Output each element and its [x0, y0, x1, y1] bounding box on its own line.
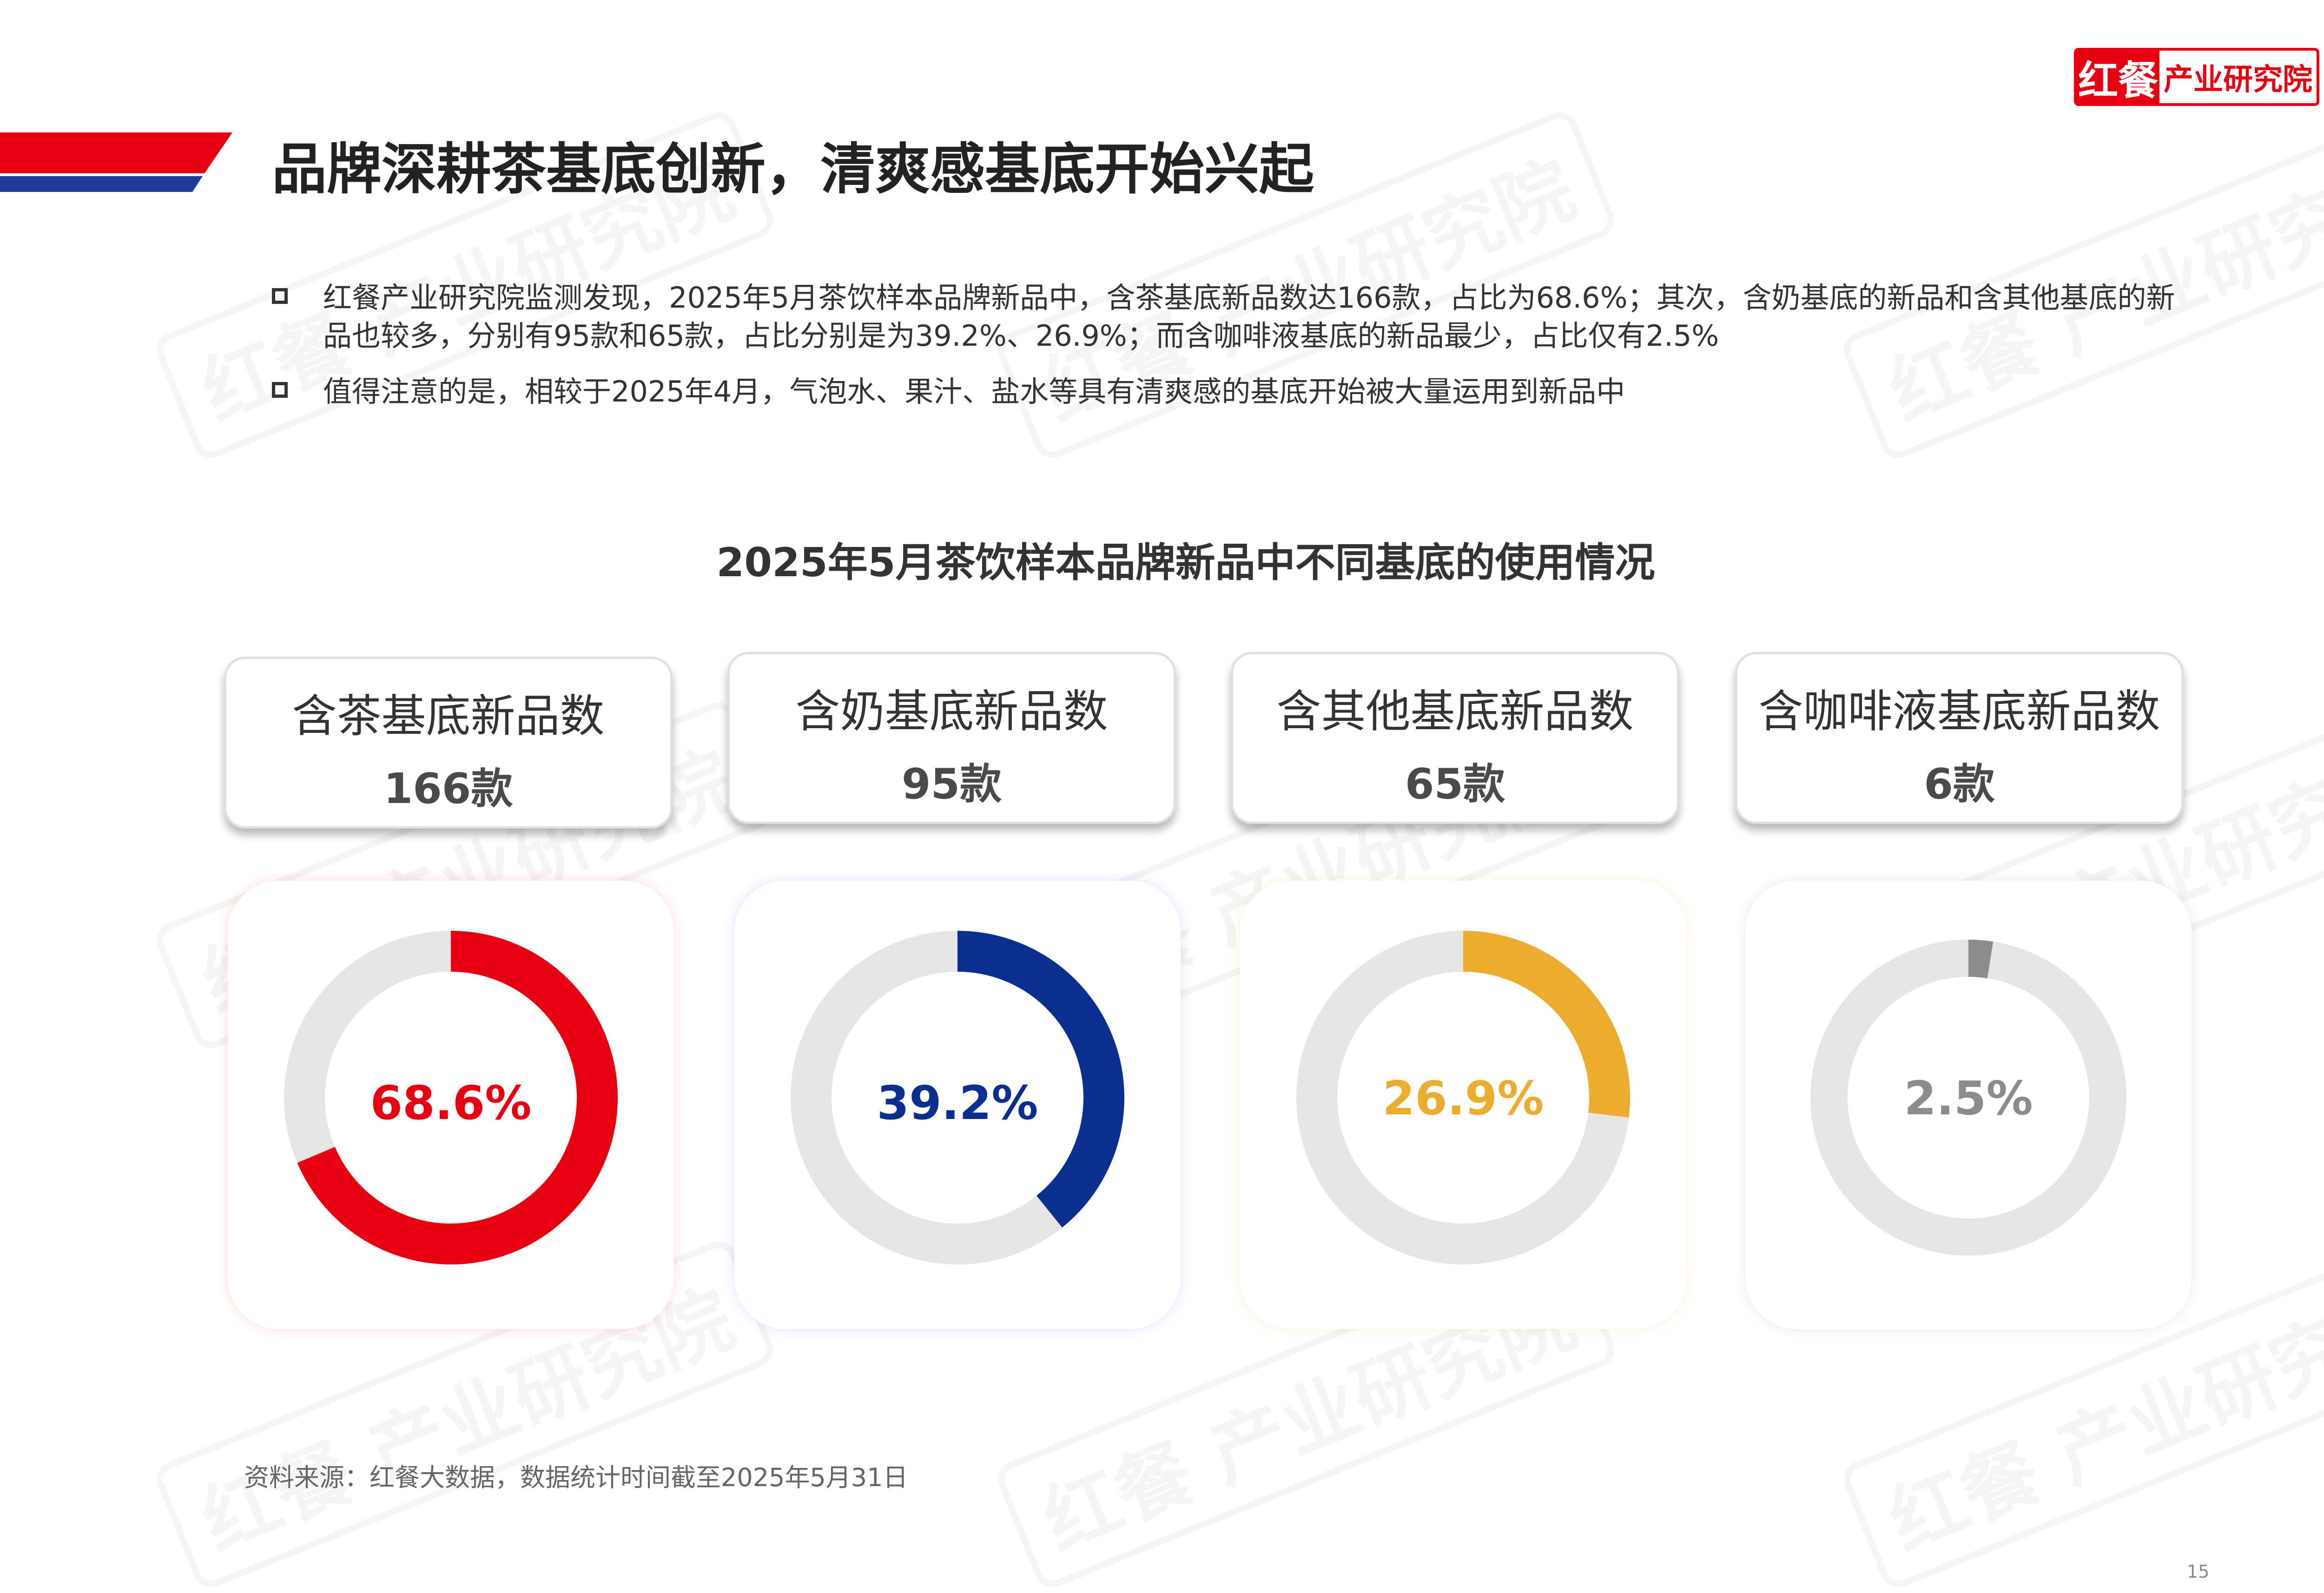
logo-text: 产业研究院	[2164, 62, 2312, 97]
stat-value: 95款	[901, 760, 1002, 809]
bullet-item: 值得注意的是，相较于2025年4月，气泡水、果汁、盐水等具有清爽感的基底开始被大…	[272, 373, 2178, 411]
page-number: 15	[2187, 1561, 2210, 1582]
stat-card-coffee: 含咖啡液基底新品数 6款	[1735, 652, 2184, 824]
square-bullet-icon	[272, 382, 288, 398]
chart-title: 2025年5月茶饮样本品牌新品中不同基底的使用情况	[716, 540, 1655, 586]
donut-card-coffee: 2.5%	[1745, 881, 2192, 1329]
bullet-text: 值得注意的是，相较于2025年4月，气泡水、果汁、盐水等具有清爽感的基底开始被大…	[323, 375, 1625, 408]
donut-percent-label: 68.6%	[370, 1076, 532, 1130]
source-note: 资料来源：红餐大数据，数据统计时间截至2025年5月31日	[244, 1463, 908, 1492]
donut-card-milk: 39.2%	[734, 881, 1181, 1329]
header-stripe	[0, 132, 232, 192]
brand-logo: 红餐 产业研究院	[2074, 48, 2319, 106]
donut-arc-other	[1296, 931, 1630, 1264]
donut-card-other: 26.9%	[1240, 881, 1686, 1329]
stat-label: 含奶基底新品数	[795, 685, 1108, 737]
stat-label: 含咖啡液基底新品数	[1758, 685, 2160, 737]
stat-card-tea: 含茶基底新品数 166款	[224, 657, 673, 829]
donut-arc-coffee	[1810, 940, 2126, 1256]
stat-label: 含其他基底新品数	[1276, 685, 1634, 737]
page-title: 品牌深耕茶基底创新，清爽感基底开始兴起	[272, 137, 1314, 201]
donut-arc-milk	[791, 931, 1124, 1264]
donut-percent-label: 26.9%	[1382, 1071, 1544, 1126]
donut-chart	[1810, 940, 2126, 1256]
square-bullet-icon	[272, 288, 288, 304]
stat-label: 含茶基底新品数	[292, 690, 605, 742]
stat-value: 166款	[383, 764, 513, 813]
stat-value: 6款	[1924, 760, 1995, 809]
stat-card-milk: 含奶基底新品数 95款	[727, 652, 1176, 824]
donut-percent-label: 39.2%	[877, 1076, 1038, 1130]
donut-chart	[284, 931, 618, 1264]
stat-card-other: 含其他基底新品数 65款	[1231, 652, 1679, 824]
donut-chart	[1296, 931, 1630, 1264]
donut-arc-tea	[284, 931, 618, 1264]
stat-value: 65款	[1405, 760, 1505, 809]
bullet-item: 红餐产业研究院监测发现，2025年5月茶饮样本品牌新品中，含茶基底新品数达166…	[272, 279, 2178, 355]
donut-card-tea: 68.6%	[228, 881, 674, 1329]
bullet-list: 红餐产业研究院监测发现，2025年5月茶饮样本品牌新品中，含茶基底新品数达166…	[272, 279, 2178, 428]
logo-mark: 红餐	[2077, 51, 2159, 103]
donut-chart	[791, 931, 1124, 1264]
donut-percent-label: 2.5%	[1904, 1071, 2033, 1126]
bullet-text: 红餐产业研究院监测发现，2025年5月茶饮样本品牌新品中，含茶基底新品数达166…	[323, 281, 2175, 353]
